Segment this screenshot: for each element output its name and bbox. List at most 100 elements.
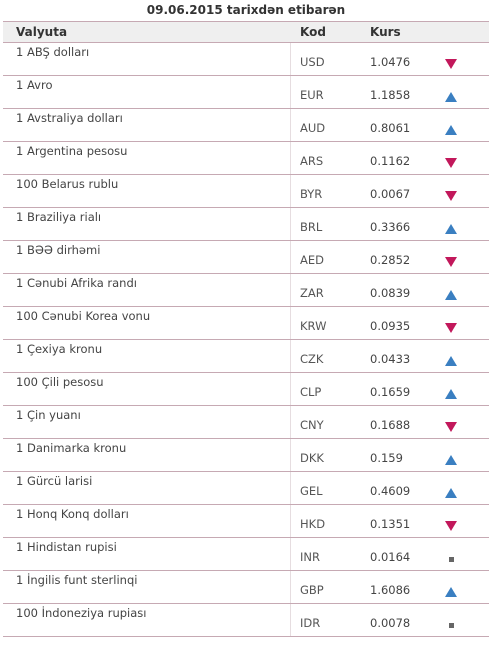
currency-code: GBP — [300, 583, 324, 597]
trend-shape — [445, 257, 457, 267]
trend-down-icon — [445, 323, 457, 333]
trend-shape — [445, 455, 457, 465]
currency-code: CNY — [300, 418, 324, 432]
currency-name: 1 Danimarka kronu — [16, 441, 127, 455]
trend-shape — [445, 389, 457, 399]
currency-name: 100 Çili pesosu — [16, 375, 104, 389]
table-row: 1 Danimarka kronu DKK 0.159 — [3, 439, 489, 472]
currency-code: GEL — [300, 484, 323, 498]
exchange-rate: 0.0078 — [370, 616, 411, 630]
currency-name: 1 ABŞ dolları — [16, 45, 90, 59]
column-divider — [290, 538, 291, 570]
table-header-row: Valyuta Kod Kurs — [3, 22, 489, 43]
currency-name: 1 Çin yuanı — [16, 408, 81, 422]
column-divider — [290, 175, 291, 207]
trend-up-icon — [445, 488, 457, 498]
trend-up-icon — [445, 125, 457, 135]
exchange-rate: 0.0935 — [370, 319, 411, 333]
trend-unchanged-icon — [445, 620, 457, 630]
currency-name: 1 Braziliya rialı — [16, 210, 102, 224]
trend-shape — [445, 158, 457, 168]
table-title: 09.06.2015 tarixdən etibarən — [3, 0, 489, 22]
exchange-rate: 0.8061 — [370, 121, 411, 135]
currency-code: CLP — [300, 385, 322, 399]
exchange-rate: 0.1659 — [370, 385, 411, 399]
column-divider — [290, 76, 291, 108]
trend-down-icon — [445, 521, 457, 531]
currency-name: 1 Avstraliya dolları — [16, 111, 123, 125]
currency-code: EUR — [300, 88, 324, 102]
table-row: 1 Hindistan rupisi INR 0.0164 — [3, 538, 489, 571]
currency-code: ZAR — [300, 286, 324, 300]
trend-shape — [445, 92, 457, 102]
exchange-rate: 0.159 — [370, 451, 403, 465]
table-row: 1 Avro EUR 1.1858 — [3, 76, 489, 109]
column-divider — [290, 472, 291, 504]
trend-shape — [445, 290, 457, 300]
column-header-code: Kod — [300, 25, 326, 39]
currency-name: 100 İndoneziya rupiası — [16, 606, 147, 620]
currency-name: 100 Cənubi Korea vonu — [16, 309, 151, 323]
table-row: 1 Argentina pesosu ARS 0.1162 — [3, 142, 489, 175]
trend-shape — [445, 356, 457, 366]
table-row: 1 Braziliya rialı BRL 0.3366 — [3, 208, 489, 241]
trend-shape — [445, 125, 457, 135]
currency-name: 1 BƏƏ dirhəmi — [16, 243, 101, 257]
trend-up-icon — [445, 92, 457, 102]
trend-shape — [445, 59, 457, 69]
trend-up-icon — [445, 290, 457, 300]
table-row: 1 ABŞ dolları USD 1.0476 — [3, 43, 489, 76]
currency-code: IDR — [300, 616, 321, 630]
column-divider — [290, 208, 291, 240]
currency-code: KRW — [300, 319, 327, 333]
table-row: 1 BƏƏ dirhəmi AED 0.2852 — [3, 241, 489, 274]
table-row: 1 Çexiya kronu CZK 0.0433 — [3, 340, 489, 373]
trend-down-icon — [445, 59, 457, 69]
currency-code: HKD — [300, 517, 326, 531]
currency-name: 1 İngilis funt sterlinqi — [16, 573, 138, 587]
table-row: 100 İndoneziya rupiası IDR 0.0078 — [3, 604, 489, 637]
exchange-rate: 0.1688 — [370, 418, 411, 432]
currency-code: CZK — [300, 352, 324, 366]
currency-code: AUD — [300, 121, 326, 135]
currency-code: BRL — [300, 220, 323, 234]
currency-code: ARS — [300, 154, 324, 168]
exchange-rate: 0.0839 — [370, 286, 411, 300]
trend-shape — [445, 323, 457, 333]
column-divider — [290, 43, 291, 75]
currency-name: 1 Cənubi Afrika randı — [16, 276, 137, 290]
trend-up-icon — [445, 587, 457, 597]
exchange-rate: 0.4609 — [370, 484, 411, 498]
table-row: 1 Honq Konq dolları HKD 0.1351 — [3, 505, 489, 538]
trend-down-icon — [445, 257, 457, 267]
currency-code: USD — [300, 55, 325, 69]
trend-shape — [445, 191, 457, 201]
currency-name: 1 Honq Konq dolları — [16, 507, 129, 521]
exchange-rate: 0.0433 — [370, 352, 411, 366]
column-divider — [290, 142, 291, 174]
trend-shape — [449, 623, 454, 628]
trend-shape — [445, 587, 457, 597]
trend-shape — [449, 557, 454, 562]
column-divider — [290, 505, 291, 537]
trend-shape — [445, 422, 457, 432]
trend-unchanged-icon — [445, 554, 457, 564]
exchange-rate: 1.0476 — [370, 55, 411, 69]
column-divider — [290, 604, 291, 636]
column-divider — [290, 109, 291, 141]
column-divider — [290, 439, 291, 471]
column-divider — [290, 406, 291, 438]
currency-name: 1 Çexiya kronu — [16, 342, 103, 356]
exchange-rate: 0.0164 — [370, 550, 411, 564]
currency-code: INR — [300, 550, 320, 564]
trend-shape — [445, 521, 457, 531]
trend-shape — [445, 224, 457, 234]
currency-name: 1 Hindistan rupisi — [16, 540, 117, 554]
table-row: 1 Gürcü larisi GEL 0.4609 — [3, 472, 489, 505]
exchange-rate-table: 09.06.2015 tarixdən etibarən Valyuta Kod… — [3, 0, 489, 637]
trend-up-icon — [445, 389, 457, 399]
trend-up-icon — [445, 455, 457, 465]
table-row: 100 Cənubi Korea vonu KRW 0.0935 — [3, 307, 489, 340]
exchange-rate: 1.6086 — [370, 583, 411, 597]
table-row: 1 Avstraliya dolları AUD 0.8061 — [3, 109, 489, 142]
